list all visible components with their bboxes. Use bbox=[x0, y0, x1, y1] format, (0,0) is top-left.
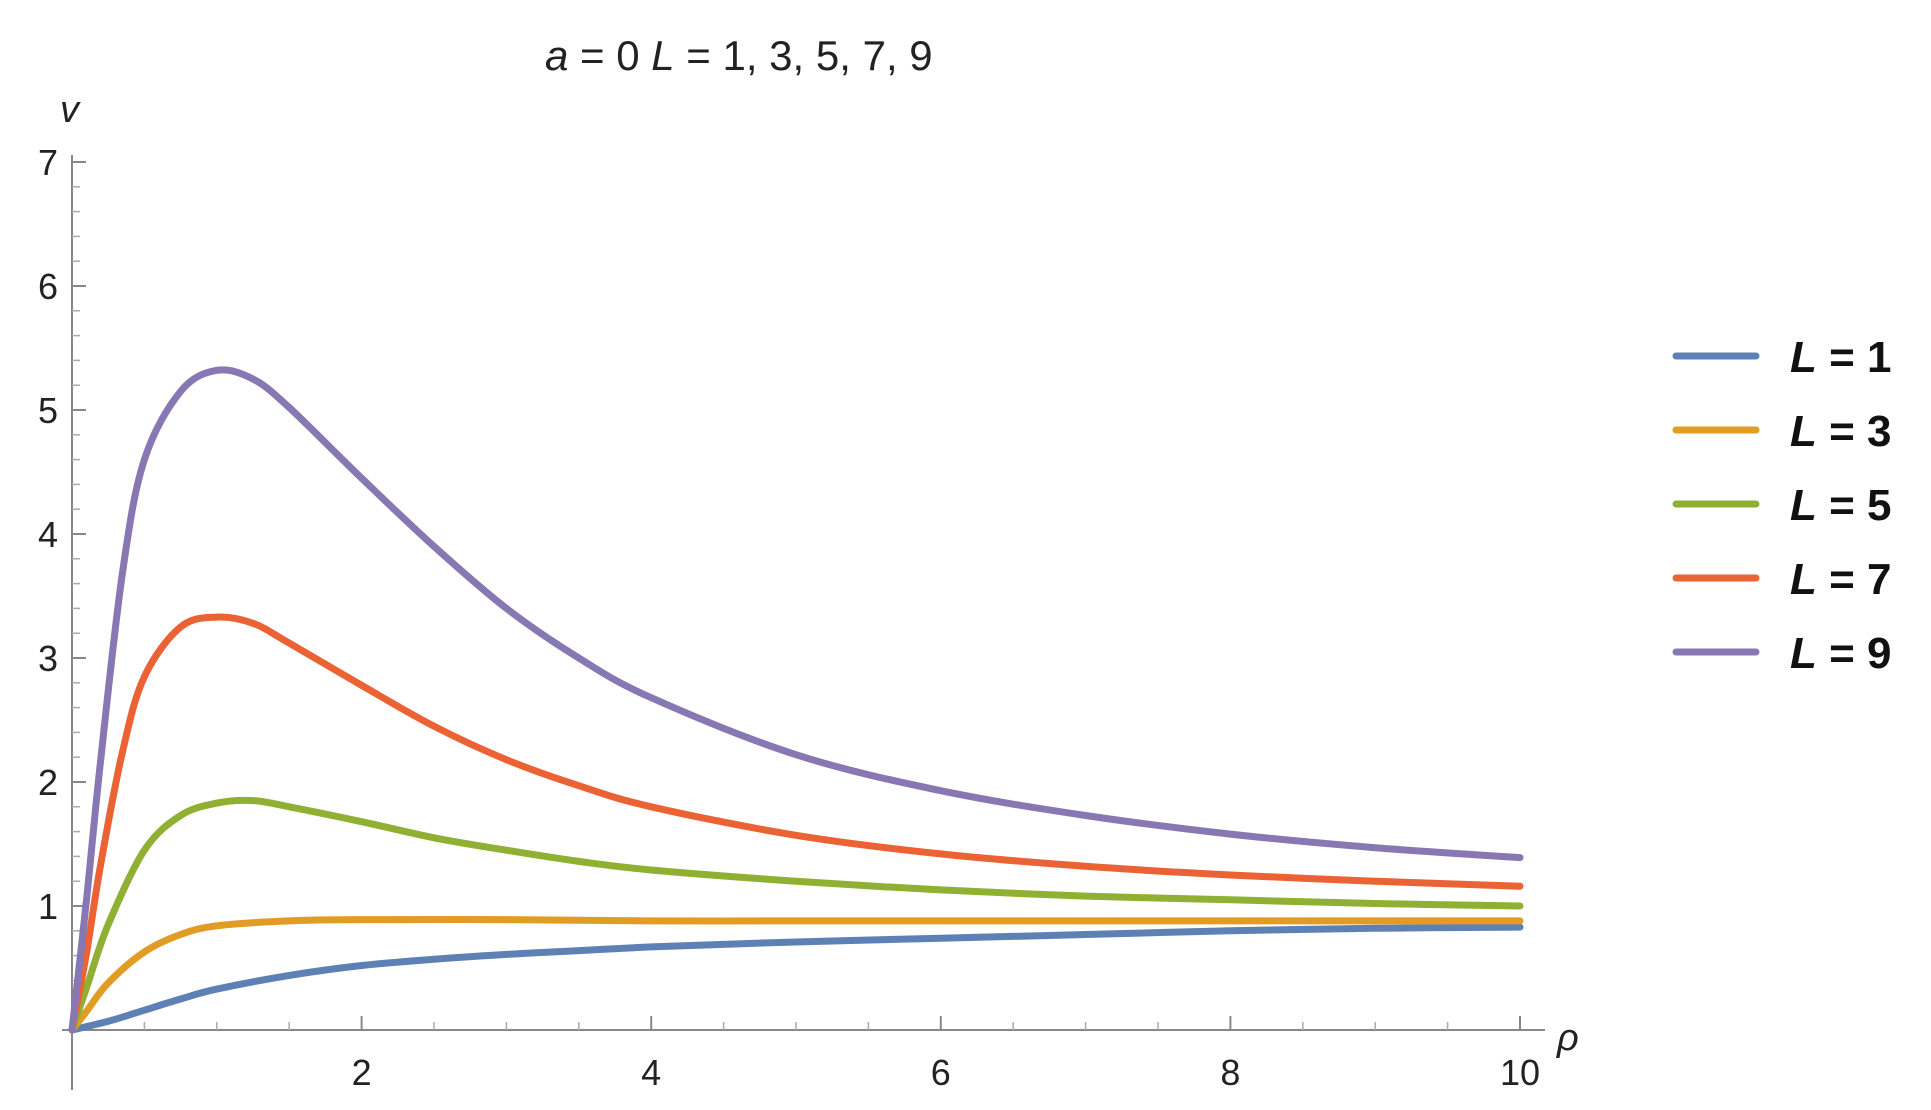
x-tick-label: 2 bbox=[352, 1052, 372, 1093]
y-axis-label: v bbox=[60, 89, 81, 131]
x-axis-label: ρ bbox=[1556, 1017, 1579, 1059]
y-tick-label: 1 bbox=[38, 886, 58, 927]
legend-label: L = 9 bbox=[1790, 629, 1892, 678]
y-tick-label: 6 bbox=[38, 266, 58, 307]
x-tick-label: 10 bbox=[1500, 1052, 1540, 1093]
y-tick-label: 2 bbox=[38, 762, 58, 803]
legend-label-value: = 9 bbox=[1817, 629, 1892, 678]
legend-label-var: L bbox=[1790, 407, 1817, 456]
legend-label-var: L bbox=[1790, 629, 1817, 678]
legend-label: L = 3 bbox=[1790, 407, 1892, 456]
legend-label-value: = 5 bbox=[1817, 481, 1892, 530]
legend-label-var: L bbox=[1790, 481, 1817, 530]
y-tick-label: 7 bbox=[38, 142, 58, 183]
legend: L = 1L = 3L = 5L = 7L = 9 bbox=[1672, 333, 1892, 678]
x-tick-label: 8 bbox=[1220, 1052, 1240, 1093]
y-tick-label: 4 bbox=[38, 514, 58, 555]
legend-label-var: L bbox=[1790, 555, 1817, 604]
x-tick-label: 6 bbox=[931, 1052, 951, 1093]
legend-label: L = 1 bbox=[1790, 333, 1892, 382]
y-tick-label: 5 bbox=[38, 390, 58, 431]
legend-label: L = 7 bbox=[1790, 555, 1892, 604]
chart-title: a = 0 L = 1, 3, 5, 7, 9 bbox=[545, 32, 933, 79]
legend-label-value: = 1 bbox=[1817, 333, 1892, 382]
legend-label: L = 5 bbox=[1790, 481, 1892, 530]
series-line-l1 bbox=[68, 923, 1524, 1034]
title-eq-a: = 0 bbox=[568, 32, 651, 79]
y-tick-label: 3 bbox=[38, 638, 58, 679]
title-var-L: L bbox=[651, 32, 674, 79]
legend-label-value: = 3 bbox=[1817, 407, 1892, 456]
series-line-l5 bbox=[68, 796, 1524, 1034]
series-line-l3 bbox=[68, 915, 1524, 1034]
legend-label-value: = 7 bbox=[1817, 555, 1892, 604]
series-group bbox=[68, 366, 1524, 1034]
x-tick-label: 4 bbox=[641, 1052, 661, 1093]
series-line-l9 bbox=[68, 366, 1524, 1034]
title-eq-L: = 1, 3, 5, 7, 9 bbox=[675, 32, 933, 79]
title-var-a: a bbox=[545, 32, 568, 79]
series-line-l7 bbox=[68, 613, 1524, 1034]
legend-label-var: L bbox=[1790, 333, 1817, 382]
